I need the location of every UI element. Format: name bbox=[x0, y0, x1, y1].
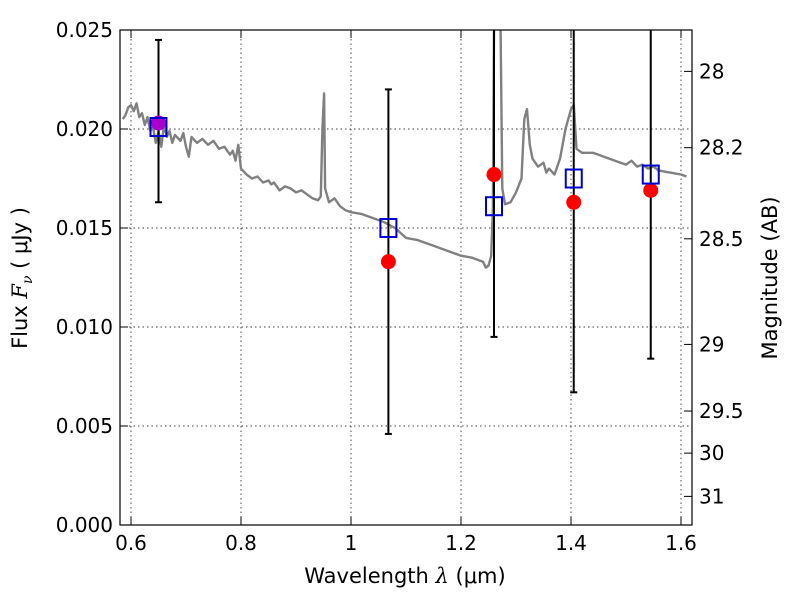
x-tick-label: 0.8 bbox=[225, 531, 257, 555]
y-axis-label: Flux Fν ( μJy ) bbox=[8, 207, 36, 349]
right-tick-label: 28.2 bbox=[699, 136, 744, 160]
synthetic-point bbox=[379, 218, 398, 238]
x-tick-label: 1.2 bbox=[445, 531, 477, 555]
y-tick-label: 0.010 bbox=[56, 315, 113, 339]
observed-point bbox=[380, 254, 396, 270]
synthetic-point bbox=[564, 168, 583, 189]
right-tick-label: 28.5 bbox=[699, 227, 744, 251]
y-tick-label: 0.020 bbox=[56, 117, 113, 141]
y-tick-label: 0.025 bbox=[56, 18, 113, 42]
x-axis-label: Wavelength λ (μm) bbox=[304, 564, 505, 588]
right-axis-label: Magnitude (AB) bbox=[758, 196, 782, 359]
right-tick-label: 28 bbox=[699, 59, 724, 83]
observed-point bbox=[151, 115, 166, 131]
right-tick-label: 31 bbox=[699, 484, 724, 508]
synthetic-point bbox=[641, 164, 660, 185]
grid-lines bbox=[120, 30, 692, 525]
y-tick-label: 0.015 bbox=[56, 216, 113, 240]
model-spectrum-line bbox=[121, 30, 687, 269]
x-tick-label: 1.6 bbox=[665, 531, 697, 555]
ticks-group: 0.6 0.8 1 1.2 1.4 1.6 0.000 0.005 0.010 0.015 0.02… bbox=[56, 18, 744, 555]
x-tick-label: 0.6 bbox=[115, 531, 147, 555]
right-tick-label: 29.5 bbox=[699, 399, 744, 423]
x-tick-label: 1 bbox=[345, 531, 358, 555]
observed-point bbox=[643, 182, 659, 198]
data-points-group bbox=[149, 115, 660, 270]
synthetic-point bbox=[485, 196, 503, 217]
observed-point bbox=[486, 167, 502, 183]
y-tick-label: 0.000 bbox=[56, 513, 113, 537]
plot-frame bbox=[119, 29, 693, 526]
synthetic-point bbox=[149, 117, 168, 138]
y-tick-label: 0.005 bbox=[56, 414, 113, 438]
right-tick-label: 29 bbox=[699, 332, 724, 356]
right-tick-label: 30 bbox=[699, 441, 724, 465]
observed-point bbox=[566, 194, 582, 210]
x-tick-label: 1.4 bbox=[555, 531, 587, 555]
model-spectrum-group bbox=[121, 30, 687, 269]
